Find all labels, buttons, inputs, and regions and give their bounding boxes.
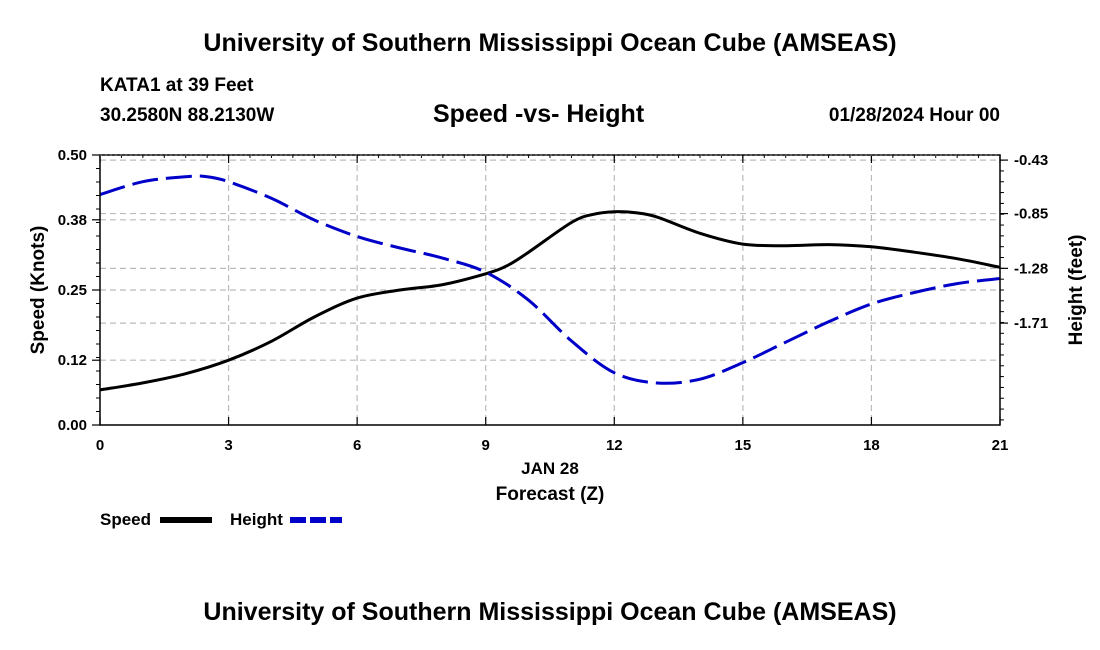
legend: Speed Height <box>100 510 342 529</box>
footer-title: University of Southern Mississippi Ocean… <box>203 598 897 626</box>
y-right-tick-label: -0.85 <box>1014 206 1048 223</box>
x-tick-label: 18 <box>863 437 880 454</box>
x-axis-title: Forecast (Z) <box>496 484 605 505</box>
chart-title: Speed -vs- Height <box>433 100 645 128</box>
y-right-tick-label: -0.43 <box>1014 152 1048 169</box>
y-axis-right-title: Height (feet) <box>1066 235 1087 346</box>
x-tick-label: 21 <box>992 437 1009 454</box>
series-line-speed <box>99 210 1001 392</box>
legend-label-height: Height <box>230 510 283 529</box>
x-tick-label: 0 <box>96 437 104 454</box>
legend-label-speed: Speed <box>100 510 151 529</box>
x-tick-label: 15 <box>735 437 752 454</box>
coordinates-label: 30.2580N 88.2130W <box>100 105 275 126</box>
date-label: JAN 28 <box>521 459 579 478</box>
x-tick-label: 6 <box>353 437 361 454</box>
y-right-tick-label: -1.28 <box>1014 260 1048 277</box>
y-right-tick-label: -1.71 <box>1014 315 1048 332</box>
x-tick-label: 9 <box>482 437 490 454</box>
y-left-tick-label: 0.12 <box>58 352 87 369</box>
y-left-tick-label: 0.50 <box>58 147 87 164</box>
y-axis-left-title: Speed (Knots) <box>28 226 49 355</box>
y-left-tick-label: 0.25 <box>58 282 87 299</box>
x-tick-label: 12 <box>606 437 623 454</box>
y-left-tick-label: 0.38 <box>58 212 87 229</box>
report-title: University of Southern Mississippi Ocean… <box>203 29 897 57</box>
station-label: KATA1 at 39 Feet <box>100 75 254 96</box>
x-tick-label: 3 <box>224 437 232 454</box>
y-left-tick-label: 0.00 <box>58 417 87 434</box>
forecast-datetime: 01/28/2024 Hour 00 <box>828 105 1000 126</box>
series-line-height <box>99 174 1001 385</box>
